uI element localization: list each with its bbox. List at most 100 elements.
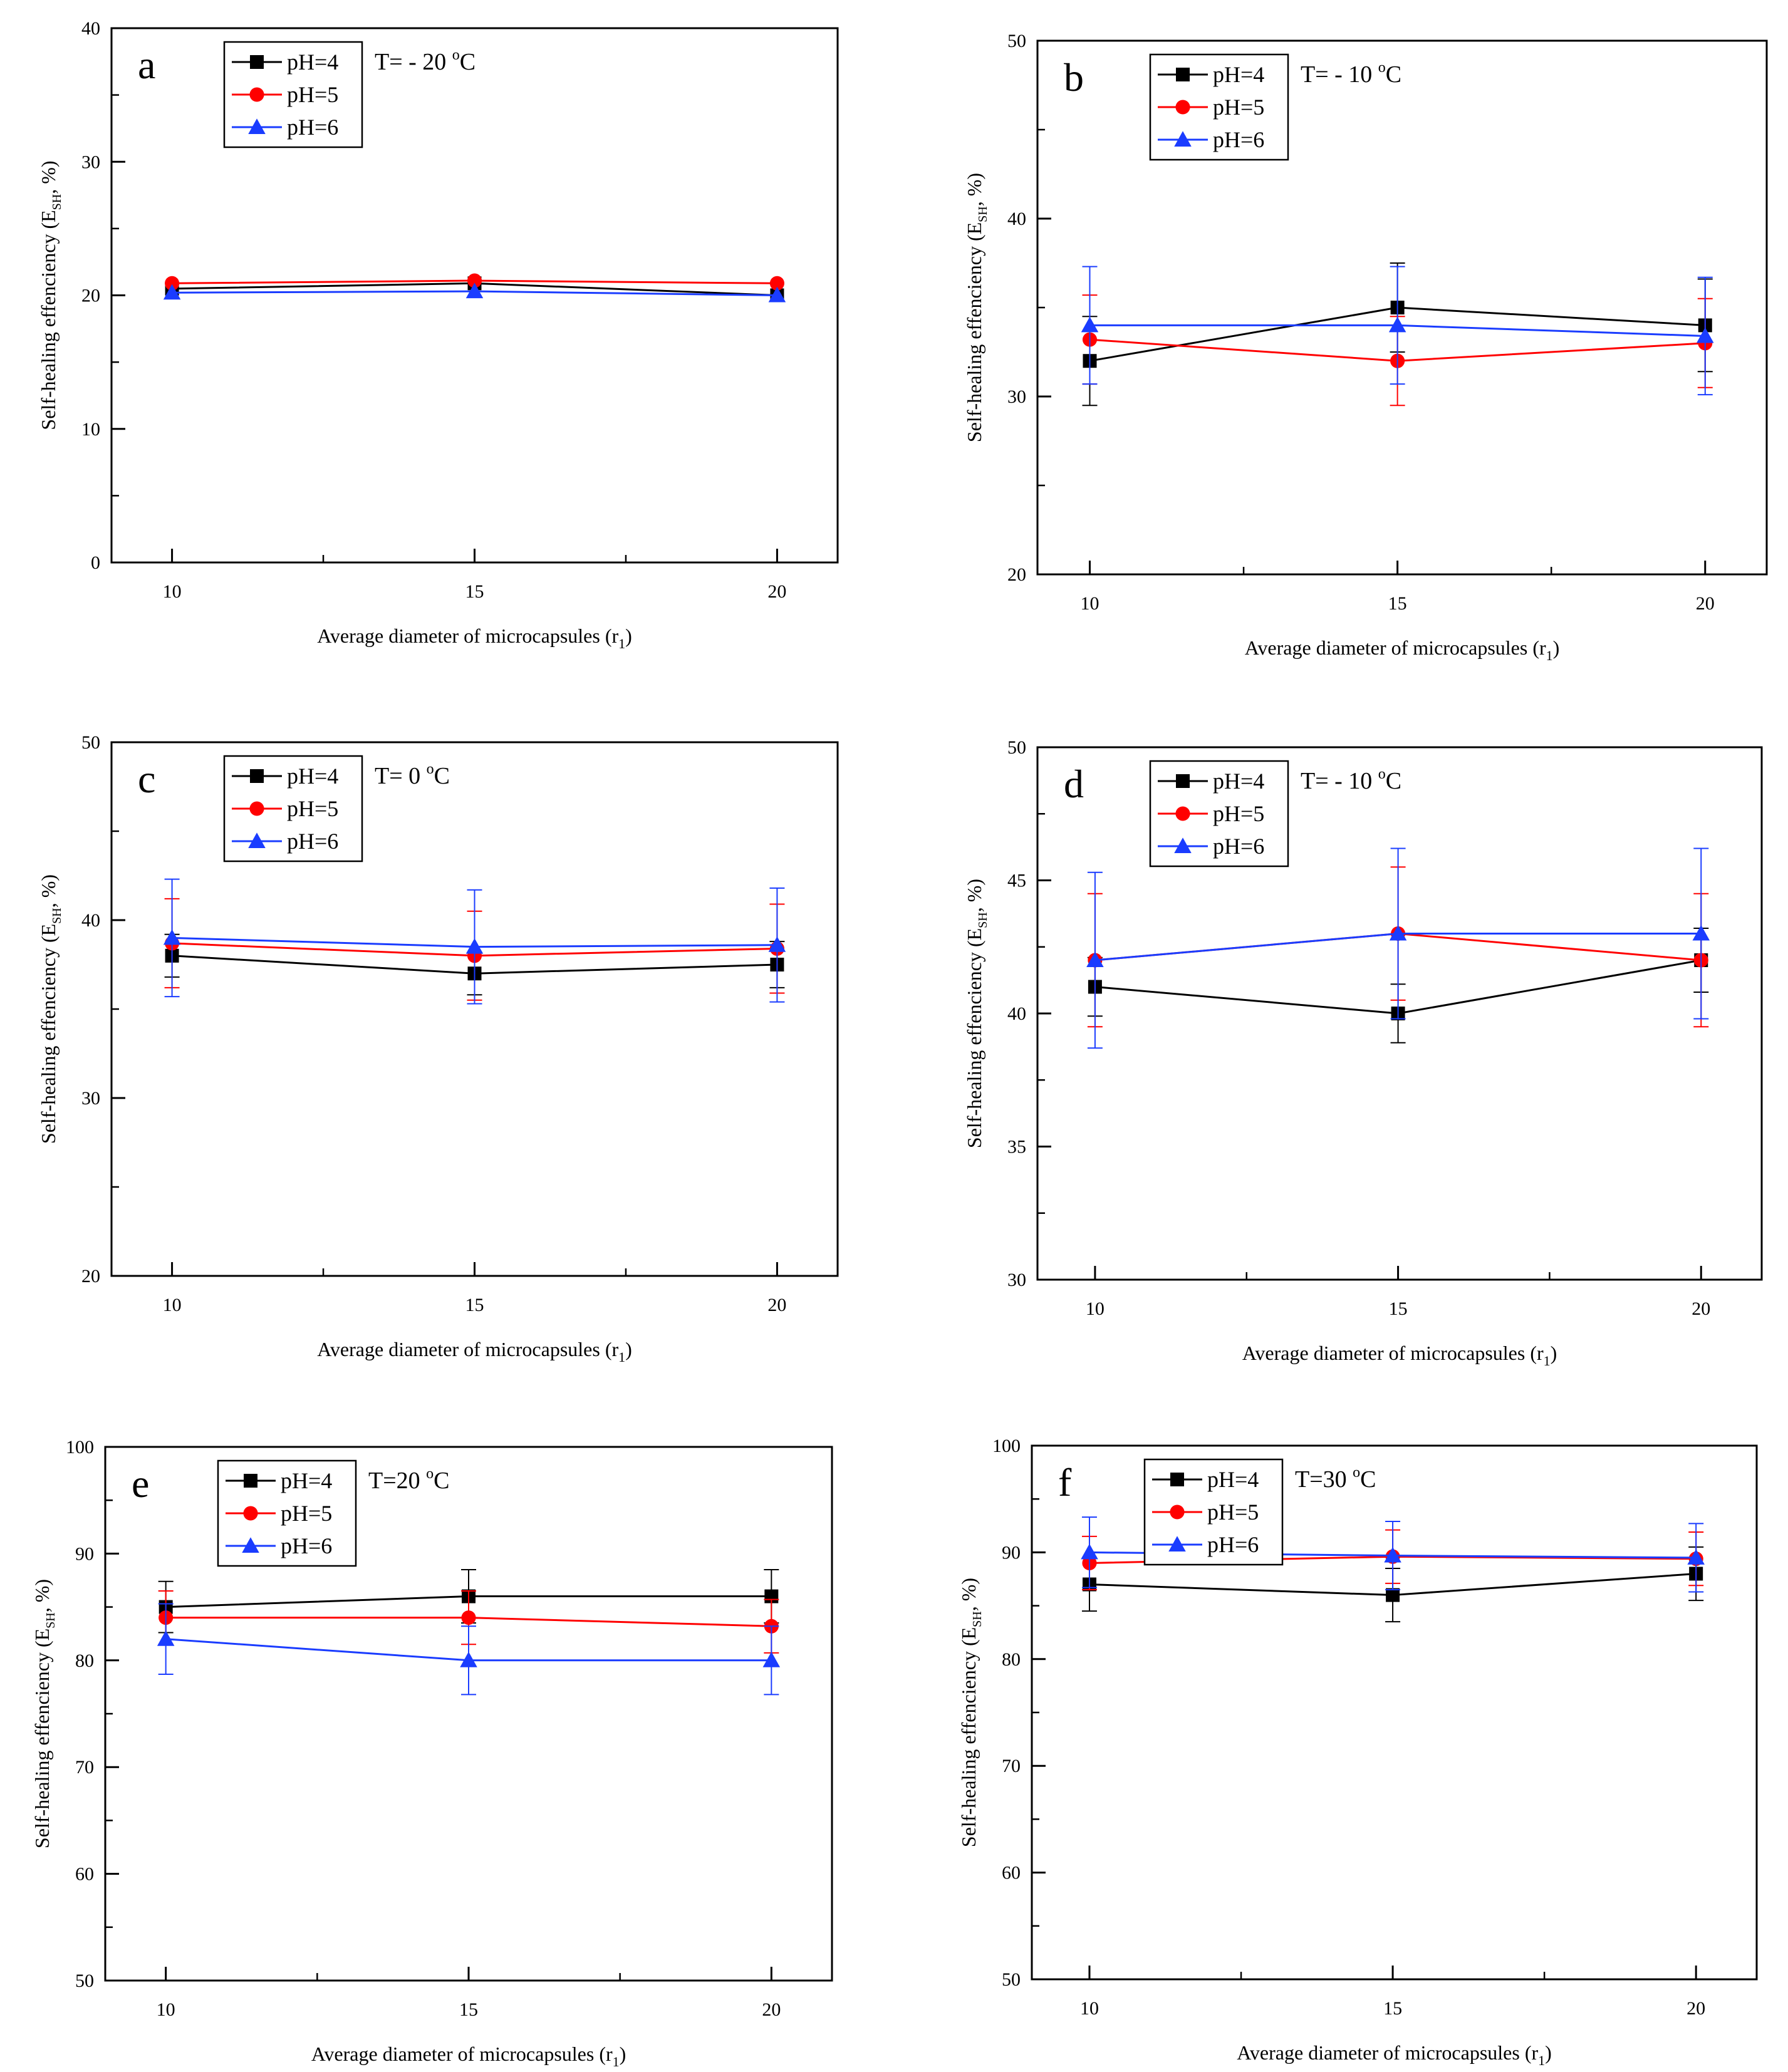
panel-letter: e: [132, 1461, 149, 1506]
chart-panel-c: 20 30 40 50 10 15 20 Average diameter of microc…: [37, 732, 839, 1365]
panel-title: T=20 oC: [368, 1466, 450, 1494]
x-axis-label: Average diameter of microcapsules (r1): [311, 2043, 626, 2069]
legend-label: pH=4: [287, 764, 338, 789]
data-point: [467, 273, 482, 288]
chart-panel-b: 20 30 40 50 10 15 20 Average diameter of microc…: [963, 31, 1768, 663]
y-tick-label: 20: [1007, 564, 1026, 585]
plot-frame: [1031, 1444, 1758, 1981]
legend-marker: [250, 55, 264, 69]
x-tick-label: 20: [1687, 1998, 1705, 2019]
y-tick-label: 70: [75, 1757, 94, 1778]
x-tick-label: 15: [1388, 593, 1407, 614]
x-tick-label: 15: [1389, 1298, 1408, 1319]
legend-marker: [243, 1506, 258, 1521]
y-tick-label: 30: [81, 152, 100, 172]
y-axis-label: Self-healing effenciency (ESH, %): [37, 160, 64, 430]
y-tick-label: 40: [81, 18, 100, 39]
x-axis-label: Average diameter of microcapsules (r1): [317, 1338, 632, 1365]
y-axis-label: Self-healing effenciency (ESH, %): [963, 879, 990, 1148]
x-axis-label: Average diameter of microcapsules (r1): [1245, 636, 1560, 663]
series-pH=6: [1086, 847, 1710, 1049]
data-point: [165, 276, 180, 291]
x-tick-label: 10: [163, 1295, 182, 1315]
x-tick-label: 20: [767, 581, 786, 602]
x-tick-label: 15: [1383, 1998, 1402, 2019]
y-tick-label: 30: [1007, 386, 1026, 407]
panel-title: T=30 oC: [1295, 1464, 1376, 1493]
chart-panel-f: 50 60 70 80 90 100 10 15 20 Average diameter of m…: [957, 1436, 1758, 2068]
y-tick-label: 50: [1007, 737, 1026, 758]
legend-marker: [244, 1474, 257, 1488]
chart-panel-a: 0 10 20 30 40 10 15 20 Average diameter of micro…: [37, 18, 839, 651]
legend-frame: [1149, 760, 1289, 868]
data-point: [163, 284, 181, 300]
y-tick-label: 50: [1007, 31, 1026, 51]
data-point: [157, 1630, 175, 1646]
legend: pH=4 pH=5 pH=6: [1143, 1458, 1284, 1566]
data-point: [461, 1610, 476, 1625]
legend-label: pH=6: [1207, 1532, 1259, 1557]
legend-label: pH=4: [287, 49, 338, 75]
legend-marker: [1174, 837, 1192, 853]
data-point: [1081, 1543, 1098, 1560]
y-tick-label: 40: [1007, 1003, 1026, 1024]
legend-marker: [250, 769, 264, 783]
y-axis-label: Self-healing effenciency (ESH, %): [963, 173, 990, 442]
y-tick-label: 50: [81, 732, 100, 753]
panel-letter: a: [138, 43, 155, 87]
data-point: [1384, 1546, 1401, 1563]
y-tick-label: 80: [75, 1650, 94, 1671]
legend-marker: [248, 118, 266, 134]
panel-letter: d: [1064, 762, 1084, 806]
x-tick-label: 10: [1080, 1998, 1099, 2019]
legend-marker: [1170, 1473, 1184, 1486]
x-tick-label: 10: [163, 581, 182, 602]
data-point: [768, 936, 786, 952]
panel-letter: c: [138, 757, 155, 801]
x-tick-label: 20: [1692, 1298, 1710, 1319]
panel-letter: b: [1064, 55, 1084, 100]
legend-label: pH=5: [287, 796, 338, 821]
y-tick-label: 20: [81, 286, 100, 306]
series-pH=6: [163, 878, 786, 1005]
legend: pH=4 pH=5 pH=6: [223, 755, 363, 862]
y-tick-label: 100: [66, 1437, 94, 1458]
series-pH=6: [157, 1603, 781, 1696]
y-tick-label: 90: [1002, 1542, 1021, 1563]
legend-marker: [1176, 774, 1190, 788]
y-tick-label: 30: [1007, 1270, 1026, 1290]
y-tick-label: 60: [1002, 1863, 1021, 1883]
data-point: [1389, 925, 1407, 941]
y-tick-label: 90: [75, 1543, 94, 1564]
legend-label: pH=5: [1207, 1500, 1259, 1525]
y-axis-label: Self-healing effenciency (ESH, %): [37, 874, 64, 1144]
series-pH=6: [163, 282, 786, 303]
legend-marker: [249, 87, 264, 102]
legend-label: pH=4: [1213, 769, 1264, 794]
data-point: [1081, 316, 1099, 333]
legend-marker: [1175, 100, 1190, 115]
legend-label: pH=4: [1207, 1467, 1259, 1492]
chart-panel-e: 50 60 70 80 90 100 10 15 20 Average diameter of m…: [31, 1437, 833, 2069]
data-point: [762, 1652, 781, 1667]
x-axis-label: Average diameter of microcapsules (r1): [317, 624, 632, 651]
data-point: [1692, 925, 1710, 941]
legend: pH=4 pH=5 pH=6: [217, 1459, 357, 1567]
x-tick-label: 20: [762, 1999, 781, 2020]
legend-marker: [1175, 806, 1190, 821]
data-point: [465, 282, 484, 299]
panel-title: T= - 20 oC: [375, 47, 476, 75]
x-tick-label: 10: [157, 1999, 175, 2020]
plot-frame: [104, 1446, 833, 1982]
y-tick-label: 100: [992, 1436, 1021, 1456]
y-tick-label: 35: [1007, 1137, 1026, 1158]
x-axis-label: Average diameter of microcapsules (r1): [1237, 2041, 1552, 2068]
legend-label: pH=5: [1213, 95, 1264, 120]
legend-label: pH=4: [281, 1468, 332, 1493]
legend-marker: [249, 801, 264, 816]
legend-label: pH=5: [281, 1501, 332, 1526]
y-tick-label: 40: [81, 910, 100, 931]
data-point: [465, 938, 484, 954]
data-point: [1386, 1588, 1400, 1602]
